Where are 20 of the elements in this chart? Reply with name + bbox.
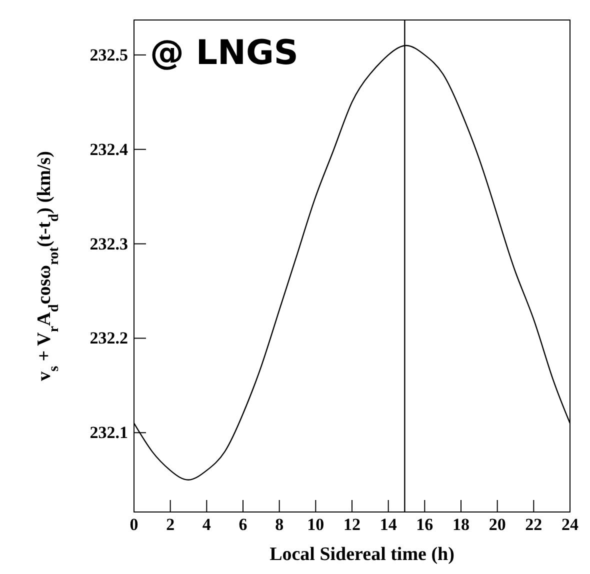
y-tick-label: 232.1 (90, 423, 128, 442)
annotation: @ LNGS (150, 33, 298, 73)
y-tick-label: 232.5 (90, 45, 128, 64)
y-tick-label: 232.2 (90, 328, 128, 348)
x-tick-label: 12 (344, 515, 360, 534)
x-tick-label: 14 (380, 515, 398, 534)
x-tick-label: 18 (452, 515, 470, 534)
y-tick-label: 232.4 (90, 140, 128, 159)
x-tick-label: 20 (488, 515, 506, 534)
x-tick-label: 24 (562, 515, 579, 534)
x-tick-label: 10 (307, 515, 324, 534)
x-tick-label: 4 (202, 515, 212, 534)
x-tick-label: 16 (416, 515, 434, 534)
x-tick-label: 0 (130, 515, 138, 534)
y-tick-label: 232.3 (90, 234, 128, 254)
x-tick-label: 2 (166, 515, 175, 534)
x-tick-label: 22 (525, 515, 542, 534)
x-tick-label: 6 (238, 515, 248, 534)
x-tick-label: 8 (275, 515, 284, 534)
x-axis-title: Local Sidereal time (h) (270, 544, 454, 565)
